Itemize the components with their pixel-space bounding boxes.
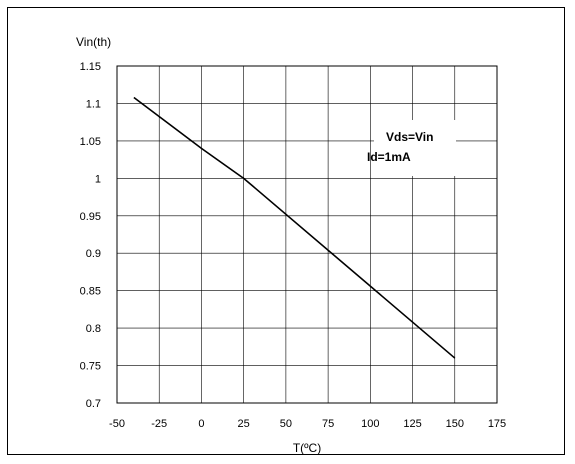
x-tick-label: -25 <box>151 418 167 430</box>
series-line <box>133 96 456 359</box>
x-tick-label: 25 <box>238 418 250 430</box>
x-axis: -50 -25 0 25 50 75 100 125 150 175 <box>109 418 506 430</box>
x-tick-label: 0 <box>198 418 204 430</box>
y-tick-label: 0.9 <box>86 248 101 260</box>
x-axis-label: T(ºC) <box>293 441 321 455</box>
y-tick-label: 0.85 <box>80 286 101 298</box>
y-tick-label: 1.05 <box>80 136 101 148</box>
annotation-vds: Vds=Vin <box>386 130 433 144</box>
x-tick-label: 75 <box>322 418 334 430</box>
x-tick-label: 125 <box>403 418 421 430</box>
y-tick-label: 0.95 <box>80 211 101 223</box>
y-tick-label: 1.15 <box>80 61 101 73</box>
x-tick-label: 50 <box>280 418 292 430</box>
x-tick-label: -50 <box>109 418 125 430</box>
y-tick-label: 1 <box>95 173 101 185</box>
annotation-id: Id=1mA <box>367 150 411 164</box>
plot-area <box>116 65 498 404</box>
annotation-box <box>374 120 456 176</box>
y-tick-label: 0.8 <box>86 323 101 335</box>
y-tick-label: 0.75 <box>80 361 101 373</box>
x-tick-label: 175 <box>488 418 506 430</box>
grid <box>116 65 498 404</box>
x-tick-label: 100 <box>361 418 379 430</box>
y-axis-label: Vin(th) <box>76 35 111 49</box>
y-tick-label: 1.1 <box>86 98 101 110</box>
series-group <box>133 96 456 359</box>
y-tick-label: 0.7 <box>86 398 101 410</box>
y-axis: 0.7 0.75 0.8 0.85 0.9 0.95 1 1.05 1.1 1.15 <box>80 61 101 410</box>
x-tick-label: 150 <box>446 418 464 430</box>
